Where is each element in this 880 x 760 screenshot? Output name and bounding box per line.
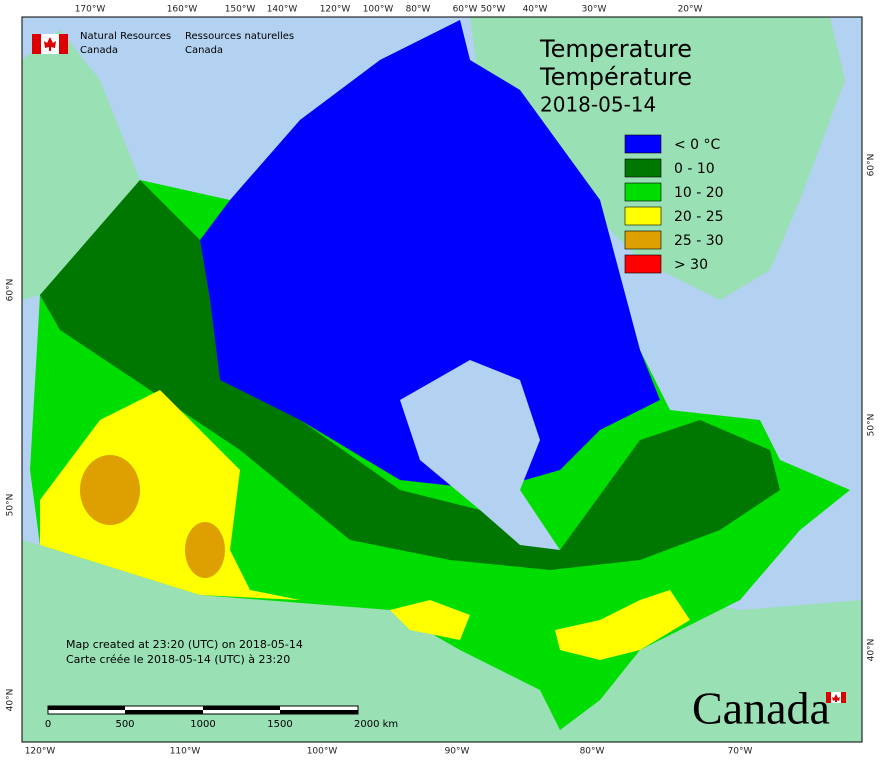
lat-label-right: 60°N xyxy=(867,154,877,177)
lat-label-left: 60°N xyxy=(6,279,16,302)
lon-label-top: 150°W xyxy=(225,5,256,15)
lat-label-right: 40°N xyxy=(867,639,877,662)
canada-flag xyxy=(826,692,846,703)
lon-label-bottom: 90°W xyxy=(445,747,470,757)
legend-label: 10 - 20 xyxy=(674,185,724,201)
title-en: Temperature xyxy=(539,35,692,63)
hudson-bay xyxy=(400,360,560,550)
scale-label: 1000 xyxy=(190,719,215,730)
lat-label-right: 50°N xyxy=(867,414,877,437)
legend-swatch xyxy=(624,182,662,202)
agency-en-1: Natural Resources xyxy=(80,31,171,42)
lat-label-left: 50°N xyxy=(6,494,16,517)
legend-label: > 30 xyxy=(674,257,708,273)
usa xyxy=(22,540,862,742)
lon-label-top: 60°W xyxy=(453,5,478,15)
legend-swatch xyxy=(624,254,662,274)
scale-label: 2000 km xyxy=(354,719,398,730)
scale-label: 1500 xyxy=(267,719,292,730)
agency-en-2: Canada xyxy=(80,45,118,56)
legend-label: < 0 °C xyxy=(674,137,721,153)
frame xyxy=(21,16,863,743)
greenland xyxy=(470,17,845,300)
legend-label: 25 - 30 xyxy=(674,233,724,249)
legend-label: 0 - 10 xyxy=(674,161,715,177)
footer-en: Map created at 23:20 (UTC) on 2018-05-14 xyxy=(66,638,303,651)
legend-swatch xyxy=(624,206,662,226)
nrcan-flag xyxy=(32,34,68,54)
lon-label-top: 140°W xyxy=(267,5,298,15)
scale-label: 0 xyxy=(45,719,51,730)
wordmark: Canada xyxy=(692,683,830,734)
yellow-quebec xyxy=(555,590,690,660)
legend-swatch xyxy=(624,158,662,178)
lon-label-top: 120°W xyxy=(320,5,351,15)
lon-label-top: 100°W xyxy=(363,5,394,15)
scale-bar xyxy=(47,705,359,715)
lon-label-bottom: 100°W xyxy=(307,747,338,757)
scale-label: 500 xyxy=(115,719,134,730)
title-date: 2018-05-14 xyxy=(540,93,656,117)
lon-label-bottom: 120°W xyxy=(25,747,56,757)
footer-fr: Carte créée le 2018-05-14 (UTC) à 23:20 xyxy=(66,653,290,666)
dark-green-band xyxy=(40,180,780,570)
lon-label-bottom: 70°W xyxy=(728,747,753,757)
lon-label-top: 160°W xyxy=(167,5,198,15)
lon-label-bottom: 80°W xyxy=(580,747,605,757)
agency-fr-2: Canada xyxy=(185,45,223,56)
lon-label-top: 80°W xyxy=(406,5,431,15)
land xyxy=(22,17,862,742)
blue-region xyxy=(200,20,660,490)
lon-label-bottom: 110°W xyxy=(170,747,201,757)
legend-swatch xyxy=(624,134,662,154)
lon-label-top: 50°W xyxy=(481,5,506,15)
alaska xyxy=(22,30,140,300)
yellow-ontario xyxy=(390,600,470,640)
legend-label: 20 - 25 xyxy=(674,209,724,225)
lon-label-top: 20°W xyxy=(678,5,703,15)
title-fr: Température xyxy=(539,63,692,91)
yellow-west xyxy=(40,390,300,600)
lon-label-top: 170°W xyxy=(75,5,106,15)
legend-swatch xyxy=(624,230,662,250)
orange-bc xyxy=(80,455,140,525)
lat-label-left: 40°N xyxy=(6,689,16,712)
lon-label-top: 30°W xyxy=(582,5,607,15)
orange-prairie xyxy=(185,522,225,578)
agency-fr-1: Ressources naturelles xyxy=(185,31,294,42)
lon-label-top: 40°W xyxy=(523,5,548,15)
